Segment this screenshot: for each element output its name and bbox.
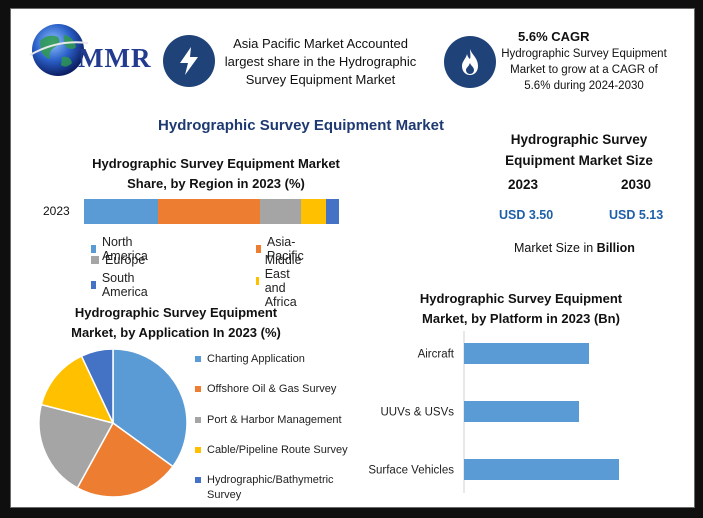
legend-swatch	[195, 417, 201, 423]
pie-slice-port-harbor-management	[38, 403, 115, 489]
globe-icon	[29, 24, 89, 76]
region-bar-segment-north-america	[84, 199, 158, 224]
platform-category-label: Aircraft	[418, 349, 455, 361]
platform-bar-aircraft	[464, 343, 589, 364]
region-bar-segment-south-america	[326, 199, 339, 224]
cagr-info-text: Hydrographic Survey Equipment Market to …	[501, 48, 667, 92]
legend-label: Offshore Oil & Gas Survey	[207, 383, 337, 395]
region-bar-segment-middle-east-and-africa	[300, 199, 327, 224]
legend-swatch	[91, 281, 96, 289]
legend-label: South America	[101, 271, 148, 299]
legend-swatch	[256, 245, 261, 253]
infographic-card: MMR Asia Pacific Market Accounted larges…	[10, 8, 695, 508]
main-title: Hydrographic Survey Equipment Market	[158, 117, 444, 134]
legend-swatch	[195, 386, 201, 392]
legend-label: Cable/Pipeline Route Survey	[207, 444, 348, 456]
pie-slice-charting-application	[112, 348, 188, 468]
asia-pacific-info-text: Asia Pacific Market Accounted largest sh…	[224, 36, 417, 87]
platform-bar-chart: Aircraft UUVs & USVs Surface Vehicles	[368, 331, 619, 493]
market-size-year-2023: 2023	[508, 177, 539, 192]
application-pie-chart	[38, 348, 188, 498]
pie-slice-cable-pipeline-route-survey	[40, 355, 115, 425]
legend-swatch	[195, 447, 201, 453]
legend-item-europe: Europe	[91, 253, 145, 267]
market-size-title: Hydrographic Survey Equipment Market Siz…	[505, 132, 653, 168]
legend-label: North America	[101, 235, 148, 263]
market-size-note-unit: Billion	[596, 241, 635, 255]
legend-label: Europe	[105, 253, 146, 267]
logo-text: MMR	[78, 43, 152, 73]
region-bar-segment-asia-pacific	[157, 199, 260, 224]
cagr-title: 5.6% CAGR	[518, 29, 590, 44]
legend-label: Middle East and Africa	[264, 253, 302, 309]
pie-slice-hydrographic-bathymetric-survey	[80, 348, 114, 424]
legend-swatch	[195, 477, 201, 483]
pie-legend-item-hydrographic-bathymetric-survey: Hydrographic/Bathymetric Survey	[195, 473, 357, 503]
platform-chart-title: Hydrographic Survey Equipment Market, by…	[419, 291, 623, 326]
market-size-value-2023: USD 3.50	[499, 208, 554, 222]
platform-category-label: UUVs & USVs	[381, 407, 455, 419]
pie-slice-offshore-oil-gas-survey	[76, 421, 174, 498]
lightning-bolt-icon	[163, 35, 215, 87]
region-bar-segment-europe	[259, 199, 301, 224]
region-year-label: 2023	[43, 204, 70, 218]
market-size-note: Market Size in Billion	[514, 241, 635, 255]
platform-bar-surface-vehicles	[464, 459, 619, 480]
legend-swatch	[91, 256, 99, 264]
legend-swatch	[91, 245, 96, 253]
legend-label: Port & Harbor Management	[207, 414, 342, 426]
pie-legend-item-charting-application: Charting Application	[195, 352, 357, 367]
legend-label: Charting Application	[207, 353, 305, 365]
region-chart-title: Hydrographic Survey Equipment Market Sha…	[92, 156, 340, 191]
legend-item-asia-pacific: Asia-Pacific	[256, 235, 307, 263]
market-size-note-prefix: Market Size in	[514, 241, 597, 255]
legend-item-middle-east-and-africa: Middle East and Africa	[256, 253, 307, 309]
legend-item-north-america: North America	[91, 235, 151, 263]
logo: MMR	[28, 21, 158, 81]
legend-swatch	[256, 277, 259, 285]
application-chart-title: Hydrographic Survey Equipment Market, by…	[71, 305, 281, 340]
legend-label: Hydrographic/Bathymetric Survey	[207, 474, 334, 501]
pie-legend-item-offshore-oil-gas-survey: Offshore Oil & Gas Survey	[195, 382, 357, 397]
market-size-value-2030: USD 5.13	[609, 208, 664, 222]
platform-category-label: Surface Vehicles	[368, 465, 454, 477]
pie-legend-item-port-harbor-management: Port & Harbor Management	[195, 413, 357, 428]
market-size-year-2030: 2030	[621, 177, 652, 192]
legend-label: Asia-Pacific	[266, 235, 304, 263]
legend-swatch	[195, 356, 201, 362]
flame-icon	[444, 36, 496, 88]
region-stacked-bar	[84, 199, 339, 224]
platform-bar-uuvs-usvs	[464, 401, 579, 422]
legend-item-south-america: South America	[91, 271, 151, 299]
pie-legend-item-cable-pipeline-route-survey: Cable/Pipeline Route Survey	[195, 443, 357, 458]
